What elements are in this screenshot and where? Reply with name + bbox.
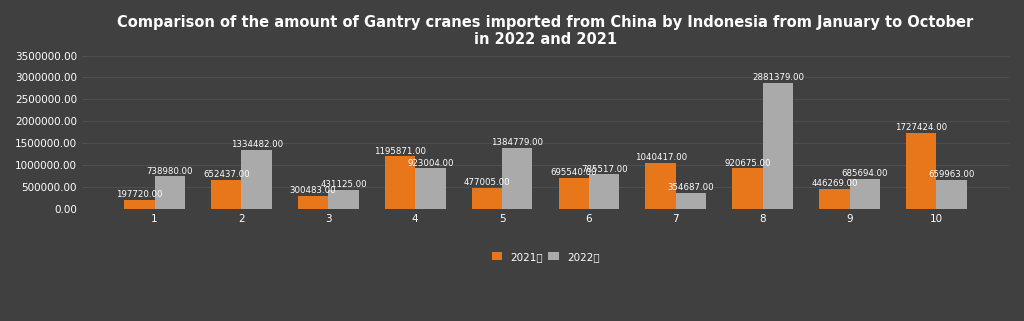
Bar [124,200,155,209]
Text: 300483.00: 300483.00 [290,186,337,195]
Legend: 2021年, 2022年: 2021年, 2022年 [487,248,603,266]
Bar [558,178,589,209]
Bar [763,82,794,209]
Text: 738980.00: 738980.00 [146,167,193,176]
Bar [385,156,415,209]
Bar [589,174,620,209]
Text: 923004.00: 923004.00 [408,159,454,168]
Text: 1195871.00: 1195871.00 [374,147,426,156]
Text: 920675.00: 920675.00 [724,159,771,168]
Bar [415,169,445,209]
Text: 197720.00: 197720.00 [116,190,163,199]
Bar [906,133,937,209]
Text: 1727424.00: 1727424.00 [895,123,947,132]
Bar [732,169,763,209]
Bar [298,196,329,209]
Text: 2881379.00: 2881379.00 [752,73,804,82]
Bar [645,163,676,209]
Text: 659963.00: 659963.00 [929,170,975,179]
Text: 354687.00: 354687.00 [668,183,715,192]
Text: 1040417.00: 1040417.00 [635,153,687,162]
Bar [329,190,358,209]
Bar [242,150,271,209]
Bar [502,148,532,209]
Bar [211,180,242,209]
Bar [155,177,185,209]
Text: 1334482.00: 1334482.00 [230,141,283,150]
Bar [472,188,502,209]
Bar [676,193,707,209]
Text: 652437.00: 652437.00 [203,170,250,179]
Text: 695540.00: 695540.00 [551,169,597,178]
Text: 431125.00: 431125.00 [321,180,367,189]
Bar [819,189,850,209]
Text: 1384779.00: 1384779.00 [492,138,544,147]
Bar [937,180,967,209]
Title: Comparison of the amount of Gantry cranes imported from China by Indonesia from : Comparison of the amount of Gantry crane… [118,15,974,48]
Text: 446269.00: 446269.00 [811,179,858,188]
Text: 785517.00: 785517.00 [581,165,628,174]
Text: 477005.00: 477005.00 [464,178,510,187]
Bar [850,179,880,209]
Text: 685694.00: 685694.00 [842,169,888,178]
